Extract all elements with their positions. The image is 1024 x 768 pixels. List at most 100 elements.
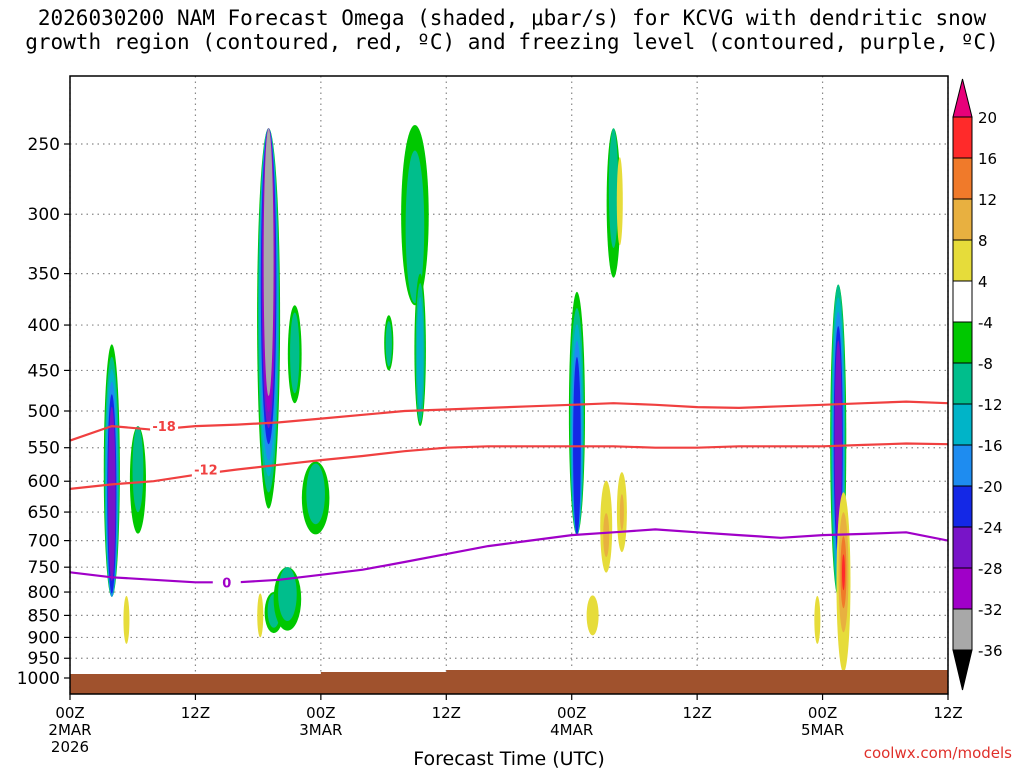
y-tick-label: 900 [28, 628, 60, 648]
omega-contour-fill [416, 296, 424, 409]
omega-contour-fill [834, 340, 842, 541]
y-tick-label: 300 [28, 205, 60, 225]
omega-blob [287, 305, 302, 404]
colorbar-label: -28 [978, 560, 1003, 578]
colorbar-segment [952, 157, 973, 200]
colorbar: 20 16 12 8 4 -4 -8 -12 -16 -20 -24 -28 -32 -36 [952, 78, 1003, 691]
omega-shading [103, 125, 851, 673]
omega-positive-fill [619, 494, 624, 531]
colorbar-segment [952, 567, 973, 610]
y-tick-label: 650 [28, 503, 60, 523]
x-tick-label: 12Z [933, 704, 962, 722]
colorbar-label: -32 [978, 601, 1003, 619]
colorbar-segment [952, 485, 973, 528]
omega-contour-fill [405, 150, 425, 304]
contour-label-bg [212, 574, 241, 591]
x-tick-label: 00Z [306, 704, 335, 722]
omega-contour-fill [608, 128, 619, 249]
colorbar-segment [952, 280, 973, 323]
y-axis: 2503003504004505005506006507007508008509… [17, 135, 70, 689]
contour-line [70, 400, 948, 442]
ground-fill [70, 670, 948, 694]
x-axis-label: Forecast Time (UTC) [413, 748, 604, 768]
omega-blob [103, 344, 120, 597]
colorbar-segment [952, 198, 973, 241]
omega-contour-fill [132, 426, 144, 513]
omega-positive-fill [586, 595, 599, 636]
colorbar-segment [952, 116, 973, 159]
colorbar-label: -4 [978, 314, 993, 332]
colorbar-label: 20 [978, 109, 997, 127]
y-tick-label: 450 [28, 361, 60, 381]
y-tick-label: 600 [28, 472, 60, 492]
x-tick-label: 12Z [432, 704, 461, 722]
colorbar-label: 16 [978, 150, 997, 168]
omega-blob [129, 426, 146, 534]
colorbar-segment [952, 239, 973, 282]
title-line-1: 2026030200 NAM Forecast Omega (shaded, μ… [37, 6, 987, 30]
plot-frame [69, 75, 949, 695]
y-tick-label: 1000 [17, 669, 60, 689]
omega-positive-fill [603, 513, 610, 558]
x-tick-label: 00Z [557, 704, 586, 722]
omega-positive-fill [841, 554, 845, 591]
contour-lines: -18 -12 0 [70, 400, 948, 591]
y-tick-label: 800 [28, 583, 60, 603]
omega-positive-fill [814, 595, 821, 644]
colorbar-segment [952, 608, 973, 651]
omega-blob [384, 315, 394, 371]
colorbar-label: -24 [978, 519, 1003, 537]
colorbar-segment [952, 403, 973, 446]
y-tick-label: 500 [28, 402, 60, 422]
omega-contour-fill [306, 463, 325, 525]
colorbar-label: -12 [978, 396, 1003, 414]
colorbar-label: -36 [978, 642, 1003, 660]
colorbar-label: -16 [978, 437, 1003, 455]
y-tick-label: 400 [28, 316, 60, 336]
x-tick-year: 2026 [51, 738, 89, 756]
x-tick-label: 12Z [181, 704, 210, 722]
omega-blob [606, 128, 621, 278]
colorbar-segment [952, 526, 973, 569]
contour-label: 0 [222, 576, 231, 591]
y-tick-label: 950 [28, 649, 60, 669]
y-tick-label: 350 [28, 265, 60, 285]
x-tick-label: 12Z [682, 704, 711, 722]
x-tick-label: 00Z [55, 704, 84, 722]
x-tick-date: 3MAR [299, 721, 342, 739]
y-tick-label: 550 [28, 439, 60, 459]
colorbar-label: 4 [978, 273, 988, 291]
omega-positive-fill [616, 157, 623, 246]
title-line-2: growth region (contoured, red, ºC) and f… [25, 30, 999, 54]
contour-label-bg [191, 461, 220, 478]
colorbar-segment [952, 444, 973, 487]
omega-positive-fill [123, 595, 130, 644]
omega-blob [401, 125, 429, 306]
y-tick-label: 250 [28, 135, 60, 155]
contour-label-bg [150, 418, 179, 435]
omega-contour-fill [278, 567, 297, 622]
y-tick-label: 750 [28, 558, 60, 578]
omega-blob [414, 273, 426, 427]
omega-positive-fill [257, 593, 264, 638]
colorbar-label: 8 [978, 232, 988, 250]
omega-blob [257, 128, 281, 509]
x-tick-label: 00Z [808, 704, 837, 722]
colorbar-segment [952, 321, 973, 364]
contour-label: -18 [152, 420, 176, 435]
y-tick-label: 700 [28, 532, 60, 552]
ground-surface [70, 670, 948, 694]
x-tick-date: 4MAR [550, 721, 593, 739]
omega-contour-fill [385, 321, 392, 367]
omega-blob [301, 461, 330, 535]
contour-label: -12 [194, 463, 218, 478]
omega-contour-fill [290, 312, 300, 394]
colorbar-segment [952, 362, 973, 405]
omega-contour-fill [263, 128, 274, 396]
colorbar-top-arrow [952, 78, 973, 118]
omega-blob [273, 567, 302, 631]
colorbar-label: -8 [978, 355, 993, 373]
colorbar-label: 12 [978, 191, 997, 209]
